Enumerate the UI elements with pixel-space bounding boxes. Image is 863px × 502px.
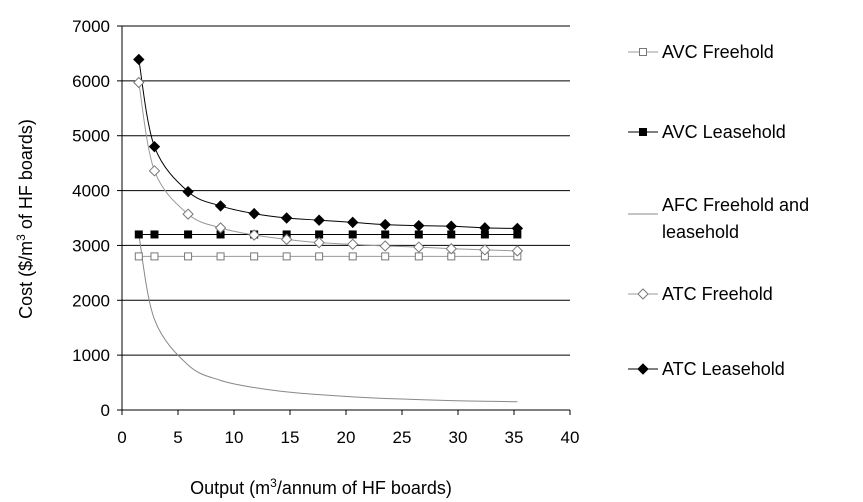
- data-point-3: [413, 241, 425, 253]
- data-point-3: [133, 76, 145, 89]
- legend-label-0: AVC Freehold: [662, 42, 774, 62]
- data-point-4: [445, 220, 457, 232]
- y-tick-label: 3000: [72, 236, 110, 255]
- data-point-3: [347, 238, 359, 251]
- x-tick-label: 10: [225, 428, 244, 447]
- data-point-3: [214, 222, 227, 234]
- data-point-4: [133, 53, 145, 66]
- data-point-3: [479, 244, 491, 256]
- x-tick-label: 35: [505, 428, 524, 447]
- data-point-3: [445, 243, 457, 255]
- x-tick-labels: 0 5 10 15 20 25 30 35 40: [117, 428, 579, 447]
- data-point-4: [182, 185, 194, 198]
- y-tick-labels: 0 1000 2000 3000 4000 5000 6000 7000: [72, 17, 110, 420]
- data-point-1: [184, 230, 193, 239]
- data-point-1: [447, 230, 456, 239]
- data-point-1: [381, 230, 390, 239]
- data-point-3: [182, 208, 194, 220]
- legend-marker-4: [637, 363, 649, 375]
- data-point-0: [282, 252, 291, 261]
- data-point-4: [347, 216, 359, 229]
- x-tick-label: 20: [337, 428, 356, 447]
- data-point-1: [348, 230, 357, 239]
- legend-label-3: ATC Freehold: [662, 284, 773, 304]
- data-point-0: [315, 252, 324, 261]
- series-markers: [133, 53, 524, 261]
- y-axis-title: Cost ($/m3 of HF boards): [14, 119, 36, 319]
- data-point-3: [313, 236, 325, 249]
- data-point-0: [134, 252, 143, 261]
- series-line-2: [138, 234, 518, 403]
- data-point-0: [184, 252, 193, 261]
- data-point-4: [413, 219, 425, 232]
- y-tick-label: 4000: [72, 182, 110, 201]
- legend-label-4: ATC Leasehold: [662, 359, 785, 379]
- data-point-3: [379, 240, 391, 252]
- data-point-3: [280, 233, 293, 246]
- data-point-4: [313, 214, 325, 226]
- y-tick-label: 6000: [72, 72, 110, 91]
- data-point-0: [414, 252, 423, 261]
- data-point-0: [216, 252, 225, 261]
- y-tick-label: 5000: [72, 127, 110, 146]
- data-point-0: [250, 252, 259, 261]
- data-point-4: [511, 222, 524, 235]
- x-tick-label: 0: [117, 428, 126, 447]
- data-point-1: [150, 230, 159, 239]
- data-point-4: [379, 218, 391, 231]
- data-point-1: [414, 230, 423, 239]
- x-tick-label: 30: [449, 428, 468, 447]
- axes: [117, 25, 571, 415]
- data-point-0: [150, 252, 159, 261]
- y-tick-label: 0: [101, 401, 110, 420]
- x-tick-label: 25: [393, 428, 412, 447]
- data-point-1: [315, 230, 324, 239]
- gridlines: [122, 25, 570, 356]
- data-point-0: [381, 252, 390, 261]
- legend-marker-3: [637, 288, 649, 300]
- y-tick-label: 2000: [72, 291, 110, 310]
- legend-label-2: AFC Freehold and leasehold: [662, 195, 809, 242]
- series-lines: [138, 59, 518, 403]
- data-point-4: [479, 222, 491, 234]
- x-tick-label: 5: [173, 428, 182, 447]
- data-point-4: [148, 140, 161, 153]
- x-tick-label: 15: [281, 428, 300, 447]
- x-tick-label: 40: [561, 428, 580, 447]
- x-axis-title: Output (m3/annum of HF boards): [190, 476, 452, 498]
- data-point-4: [280, 212, 293, 224]
- legend: AVC Freehold AVC Leasehold AFC Freehold an…: [628, 42, 809, 379]
- data-point-0: [348, 252, 357, 261]
- y-tick-label: 7000: [72, 17, 110, 36]
- legend-marker-0: [639, 48, 647, 56]
- y-tick-label: 1000: [72, 346, 110, 365]
- data-point-4: [248, 207, 260, 220]
- data-point-4: [214, 200, 227, 212]
- data-point-1: [134, 230, 143, 239]
- series-line-3: [138, 82, 518, 252]
- data-point-3: [511, 245, 524, 257]
- data-point-3: [148, 165, 161, 177]
- legend-label-1: AVC Leasehold: [662, 122, 786, 142]
- series-line-4: [138, 59, 518, 229]
- data-point-3: [248, 229, 260, 241]
- legend-marker-1: [639, 128, 647, 136]
